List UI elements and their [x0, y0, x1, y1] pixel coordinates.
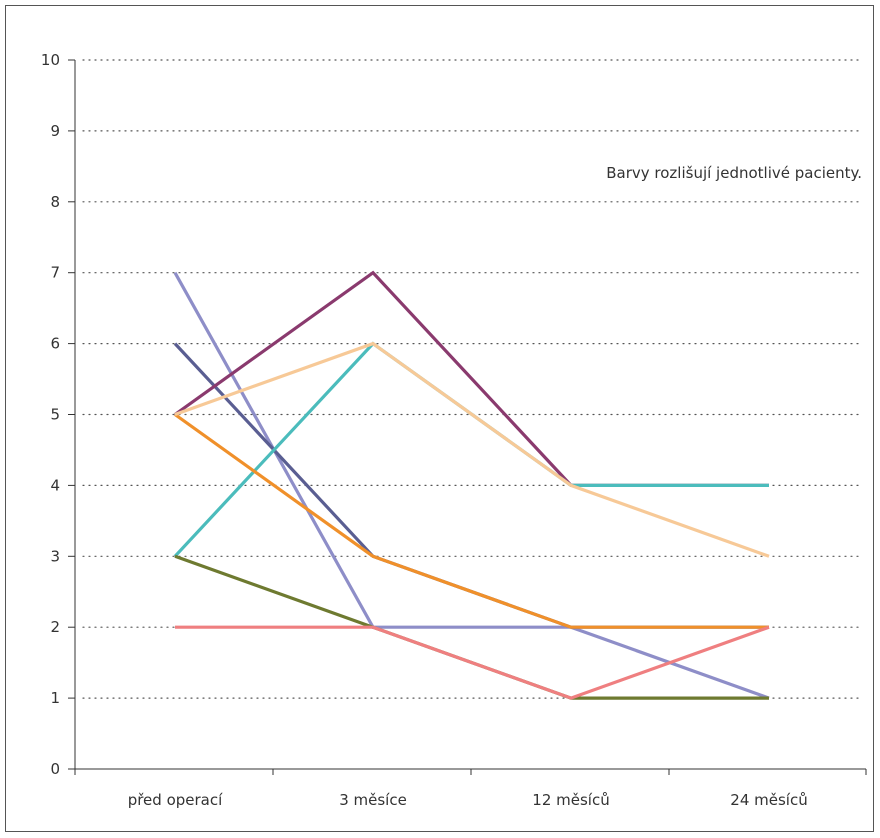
- y-tick-label: 0: [50, 760, 60, 778]
- x-tick-label: 24 měsíců: [730, 791, 807, 809]
- chart-annotation: Barvy rozlišují jednotlivé pacienty.: [606, 164, 862, 182]
- y-tick-label: 2: [50, 618, 60, 636]
- y-ticks: 0 1 2 3 4 5 6 7 8 9 10: [41, 51, 75, 778]
- series-line: [174, 270, 769, 487]
- y-tick-label: 8: [50, 193, 60, 211]
- series-lines: [173, 270, 770, 700]
- y-tick-label: 9: [50, 122, 60, 140]
- y-tick-label: 10: [41, 51, 60, 69]
- chart-frame: [5, 5, 874, 832]
- y-tick-label: 1: [50, 689, 60, 707]
- y-tick-label: 7: [50, 264, 60, 282]
- series-line: [175, 625, 770, 700]
- y-tick-label: 6: [50, 335, 60, 353]
- x-tick-label: před operací: [128, 791, 223, 809]
- x-ticks: před operací 3 měsíce 12 měsíců 24 měsíců: [74, 769, 867, 809]
- x-tick-label: 3 měsíce: [339, 791, 407, 809]
- y-tick-label: 5: [50, 406, 60, 424]
- series-line: [174, 413, 769, 629]
- y-tick-label: 3: [50, 547, 60, 565]
- x-tick-label: 12 měsíců: [532, 791, 609, 809]
- y-tick-label: 4: [50, 476, 60, 494]
- series-line: [174, 341, 770, 558]
